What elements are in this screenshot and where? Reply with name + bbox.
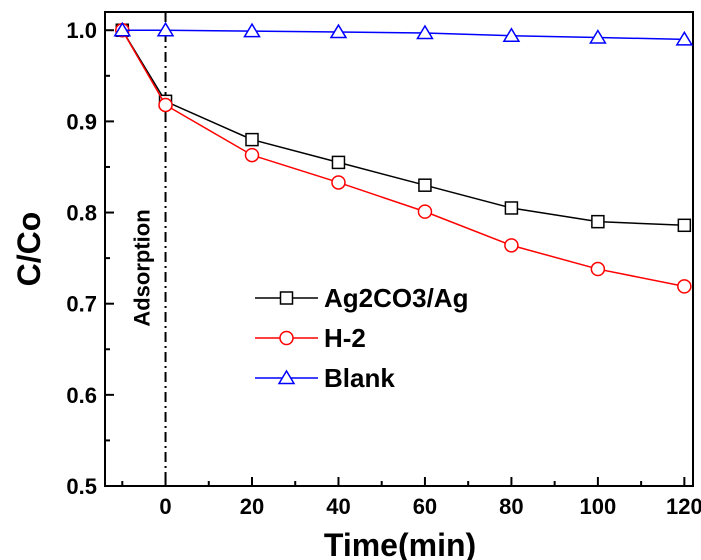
- data-point: [331, 175, 346, 190]
- x-tick-label: 0: [159, 494, 171, 519]
- y-axis-title: C/Co: [11, 212, 47, 287]
- legend-entry: Blank: [255, 363, 395, 393]
- series-ag2co3-ag: [115, 23, 692, 233]
- legend-label: H-2: [324, 323, 366, 353]
- y-tick-label: 0.6: [66, 383, 97, 408]
- legend-entry: H-2: [255, 323, 366, 353]
- data-point: [244, 147, 260, 163]
- data-point: [243, 22, 261, 38]
- series-layer: [113, 21, 694, 294]
- data-point: [331, 155, 346, 170]
- legend-marker: [279, 291, 294, 305]
- x-tick-label: 80: [499, 494, 523, 519]
- legend-label: Ag2CO3/Ag: [324, 283, 468, 313]
- data-point: [418, 178, 432, 192]
- y-tick-label: 1.0: [66, 18, 97, 43]
- legend-marker: [277, 369, 296, 385]
- legend-label: Blank: [324, 363, 395, 393]
- data-point: [677, 279, 692, 294]
- legend: Ag2CO3/Ag H-2 Blank: [255, 283, 468, 393]
- series-line: [121, 29, 685, 227]
- data-point: [675, 30, 694, 46]
- y-tick-label: 0.7: [66, 292, 97, 317]
- x-tick-label: 120: [666, 494, 701, 519]
- data-point: [591, 214, 605, 229]
- x-tick-label: 60: [413, 494, 437, 519]
- series-line: [121, 29, 685, 288]
- y-axis-ticks: 0.5 0.6 0.7 0.8 0.9 1.0: [66, 18, 114, 499]
- data-point: [504, 238, 519, 253]
- data-point: [416, 24, 434, 40]
- x-axis-title: Time(min): [324, 527, 476, 560]
- legend-entry: Ag2CO3/Ag: [255, 283, 468, 313]
- series-line: [122, 29, 685, 41]
- data-point: [590, 261, 606, 277]
- plot-frame: [104, 11, 694, 487]
- y-tick-label: 0.8: [66, 201, 97, 226]
- series-blank: [113, 21, 694, 46]
- data-point: [245, 132, 259, 147]
- data-point: [158, 97, 173, 113]
- legend-marker: [279, 330, 294, 346]
- series-h-2: [115, 22, 692, 294]
- data-point: [156, 21, 175, 37]
- data-point: [417, 204, 433, 219]
- x-tick-label: 40: [326, 494, 350, 519]
- x-tick-label: 100: [580, 494, 617, 519]
- data-point: [502, 27, 521, 42]
- data-point: [113, 21, 132, 37]
- data-point: [589, 29, 607, 44]
- adsorption-annotation: Adsorption: [130, 209, 155, 326]
- y-tick-label: 0.5: [66, 474, 97, 499]
- y-tick-label: 0.9: [66, 109, 97, 134]
- data-point: [677, 218, 692, 233]
- data-point: [329, 23, 348, 39]
- x-tick-label: 20: [240, 494, 264, 519]
- x-axis-ticks: 0 20 40 60 80 100 120: [121, 477, 701, 519]
- data-point: [504, 201, 519, 215]
